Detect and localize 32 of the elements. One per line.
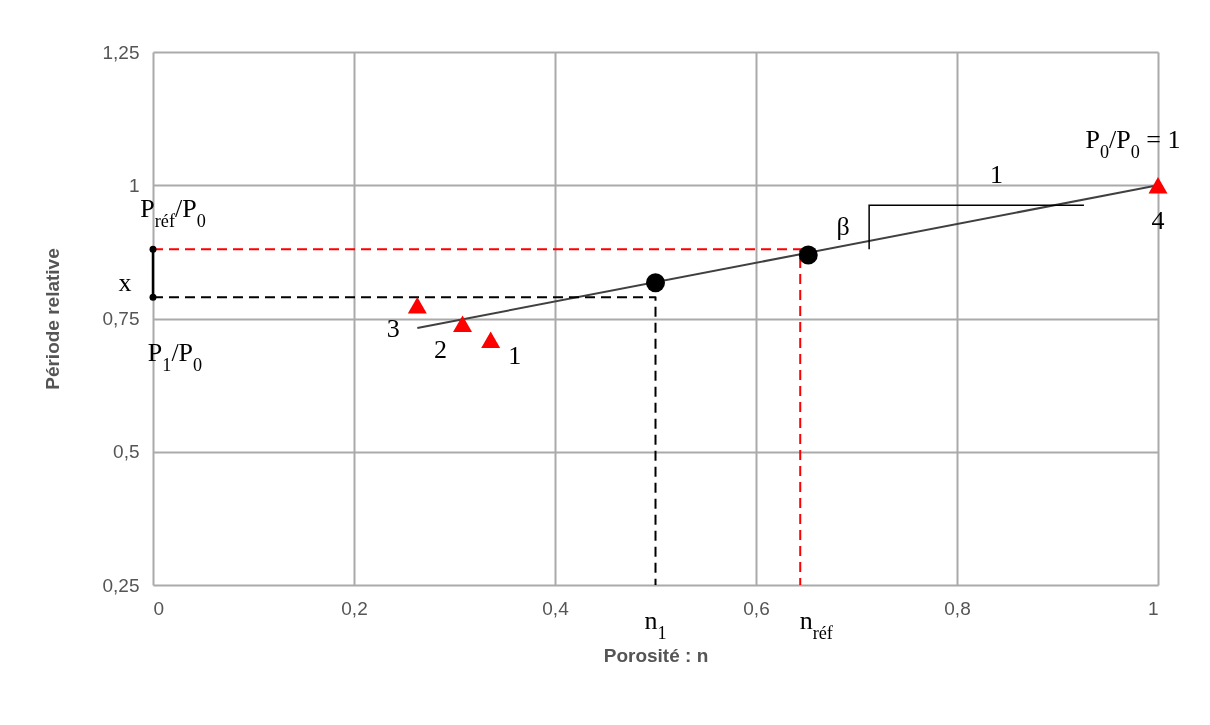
point <box>453 315 473 333</box>
x-tick-label: 0 <box>153 597 165 619</box>
point <box>481 331 501 349</box>
annotation: 1 <box>508 340 522 370</box>
point <box>1148 177 1168 194</box>
annotation: 1 <box>990 160 1004 190</box>
point <box>407 296 427 314</box>
x-axis-title: Porosité : n <box>603 644 709 666</box>
x-tick-label: 1 <box>1147 597 1159 619</box>
point <box>149 293 157 301</box>
y-axis-title: Période relative <box>41 248 63 390</box>
annotation: P$_{0}$/P$_{0}$ = 1 <box>1085 125 1181 163</box>
x-tick-label: 0,6 <box>743 597 770 619</box>
annotation: P$_{1}$/P$_{0}$ <box>147 338 203 376</box>
x-tick-label: 0,2 <box>341 597 368 619</box>
y-tick-label: 0,75 <box>102 308 140 329</box>
point <box>798 245 818 265</box>
point <box>646 273 665 293</box>
x-tick-label: 0,4 <box>542 597 570 619</box>
annotation: β <box>836 212 850 242</box>
y-tick-label: 0,25 <box>102 574 140 596</box>
y-tick-label: 1,25 <box>102 41 140 63</box>
annotation: n$_{1}$ <box>644 606 667 643</box>
annotation: P$_{réf}$/P$_{0}$ <box>140 194 206 232</box>
y-tick-label: 1 <box>128 174 140 196</box>
text: x <box>118 268 132 298</box>
x-tick-label: 0,8 <box>944 597 971 619</box>
annotation: 3 <box>386 314 400 344</box>
annotation: n$_{réf}$ <box>799 606 834 643</box>
y-tick-label: 0,5 <box>113 441 140 463</box>
annotation: 4 <box>1151 206 1165 236</box>
annotation: 2 <box>434 334 448 364</box>
